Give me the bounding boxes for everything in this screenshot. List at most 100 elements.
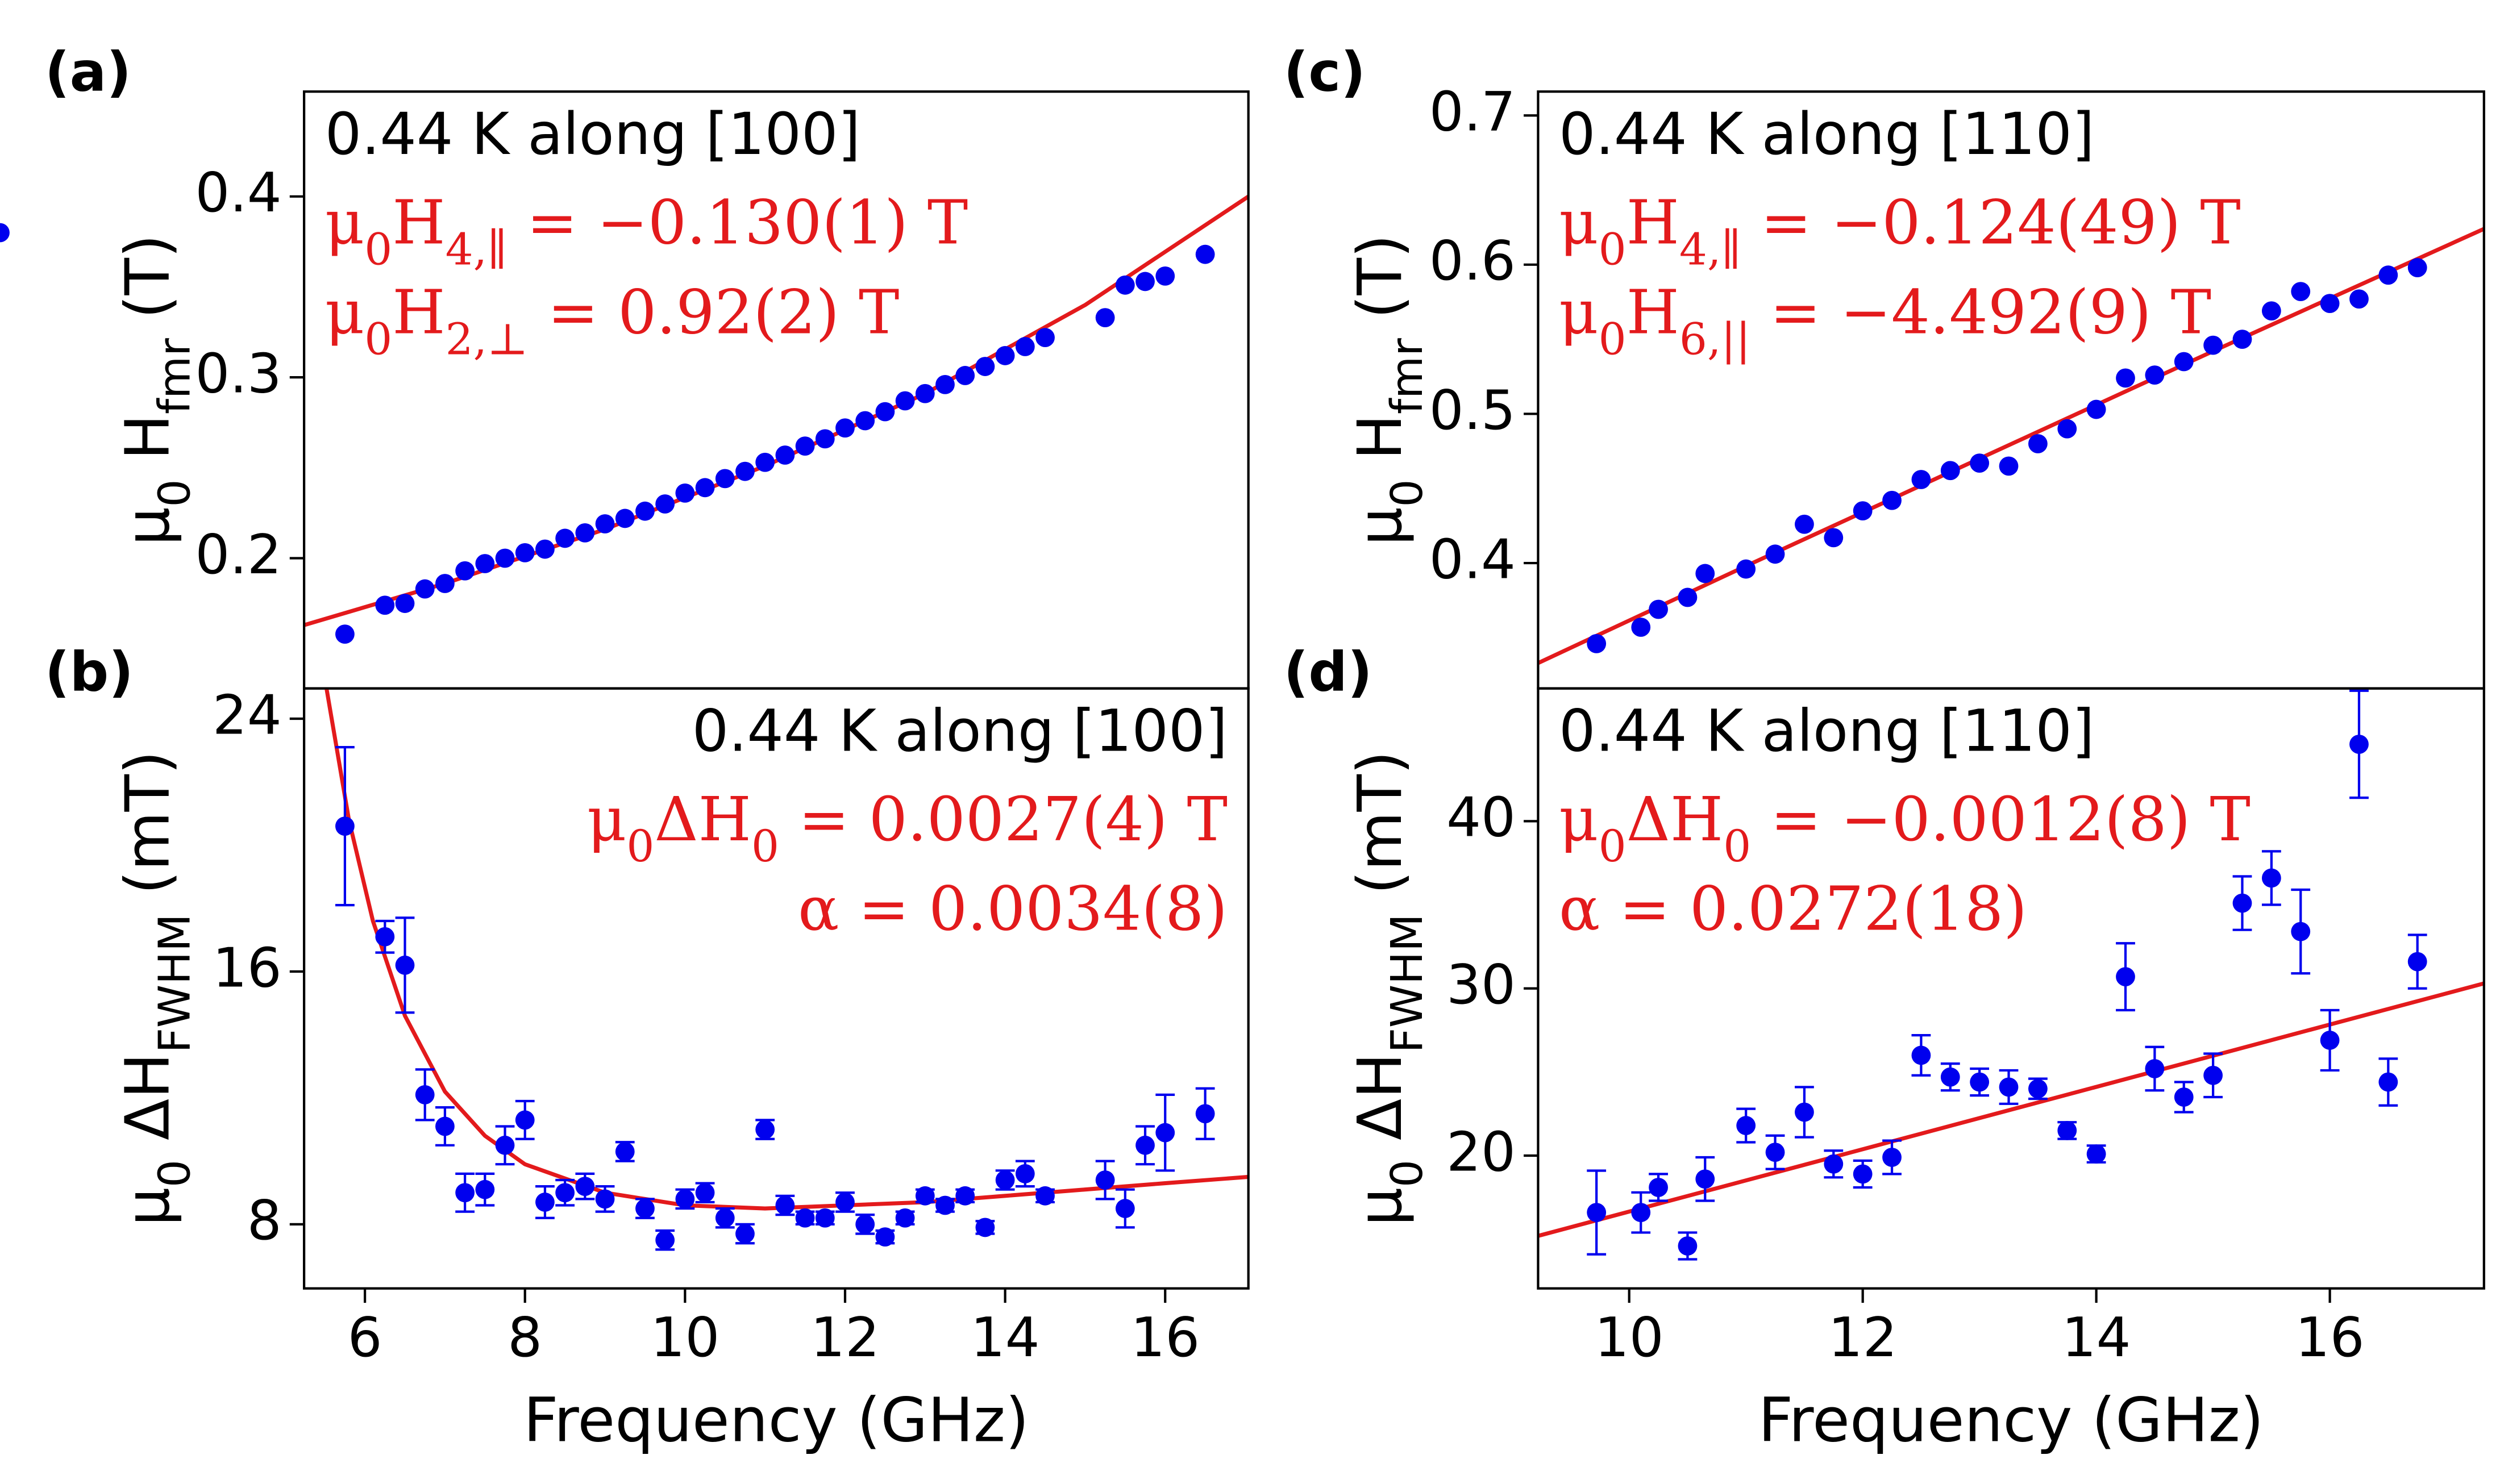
text-part: α = 0.0034(8) — [798, 874, 1228, 945]
text-part: 0.44 K along [110] — [1559, 101, 2094, 168]
data-point — [2174, 352, 2194, 372]
data-point — [1155, 1123, 1175, 1143]
text-part: = −0.0012(8) T — [1751, 785, 2251, 855]
data-point — [1095, 308, 1115, 327]
data-point — [1940, 461, 1960, 481]
data-point — [2116, 967, 2135, 986]
y-axis-label: μ0 ΔHFWHM (mT) — [1345, 751, 1433, 1226]
data-point — [1824, 528, 1844, 548]
data-point — [2378, 265, 2398, 285]
data-point — [1999, 456, 2019, 476]
data-point — [695, 478, 715, 498]
data-point — [675, 1189, 695, 1209]
data-point — [455, 561, 475, 581]
annotation: μ0H6,|| = −4.492(9) T — [1559, 277, 2211, 365]
data-point — [955, 366, 975, 385]
data-point — [1882, 1148, 1902, 1167]
x-axis-label: Frequency (GHz) — [523, 1385, 1029, 1456]
annotation: 0.44 K along [100] — [692, 697, 1228, 764]
data-point — [1911, 470, 1931, 489]
x-axis-label: Frequency (GHz) — [1758, 1385, 2264, 1456]
data-point — [575, 1177, 595, 1197]
data-point — [1015, 337, 1035, 356]
text-part: (mT) — [1345, 751, 1416, 914]
data-point — [1695, 564, 1715, 583]
axes-frame — [302, 687, 1250, 1290]
data-point — [1649, 599, 1668, 619]
x-tick-label: 10 — [650, 1306, 719, 1369]
annotation: 0.44 K along [110] — [1559, 697, 2094, 764]
data-point — [1911, 1045, 1931, 1065]
y-tick-label: 40 — [1446, 786, 1516, 849]
data-point — [875, 1227, 895, 1247]
data-point — [1649, 1178, 1668, 1197]
subscript: 0 — [626, 821, 654, 872]
subscript: 0 — [1599, 314, 1627, 365]
data-point — [415, 1085, 435, 1104]
data-point — [1678, 587, 1698, 607]
annotation: α = 0.0272(18) — [1559, 874, 2027, 945]
data-point — [475, 554, 495, 573]
subscript: 0 — [1599, 224, 1627, 276]
data-point — [2028, 434, 2048, 453]
data-point — [455, 1183, 475, 1203]
subscript: FWHM — [149, 914, 201, 1053]
data-point — [515, 1110, 535, 1130]
data-point — [1765, 1143, 1785, 1162]
data-point — [2320, 294, 2340, 314]
data-point — [395, 594, 415, 613]
subscript: 0 — [1723, 821, 1751, 872]
data-point — [375, 927, 395, 947]
text-part: = 0.0027(4) T — [779, 785, 1228, 855]
data-point — [335, 816, 355, 836]
data-point — [2291, 922, 2311, 941]
y-axis-label: μ0 Hfmr (T) — [1345, 234, 1433, 545]
data-point — [875, 402, 895, 422]
data-point — [1135, 1135, 1155, 1155]
text-part: μ — [113, 507, 184, 546]
data-point — [435, 574, 455, 593]
subscript: 0 — [364, 224, 392, 276]
data-point — [915, 383, 935, 403]
y-tick-label: 0.4 — [1429, 527, 1516, 591]
data-point — [855, 411, 875, 431]
data-point — [1736, 559, 1756, 579]
data-point — [1824, 1154, 1844, 1174]
axes-frame — [1537, 687, 2485, 1290]
text-part: = −4.492(9) T — [1750, 277, 2211, 348]
data-point — [0, 223, 10, 243]
data-point — [655, 494, 675, 514]
text-part: μ — [587, 785, 627, 855]
text-part: = −0.130(1) T — [508, 187, 968, 258]
data-point — [2320, 1031, 2340, 1050]
data-point — [2407, 258, 2427, 277]
data-point — [955, 1186, 975, 1206]
data-point — [655, 1230, 675, 1250]
subscript: 6,|| — [1679, 314, 1750, 365]
x-tick-label: 16 — [2295, 1306, 2365, 1369]
text-part: μ — [1559, 187, 1599, 258]
y-tick-label: 30 — [1446, 953, 1516, 1016]
y-tick-label: 20 — [1446, 1120, 1516, 1183]
subscript: 0 — [1382, 479, 1433, 507]
subscript: 0 — [364, 314, 392, 365]
y-tick-label: 16 — [213, 936, 282, 999]
panel-label: (d) — [1284, 640, 1372, 703]
data-point — [435, 1116, 455, 1136]
data-point — [515, 543, 535, 562]
data-point — [555, 528, 575, 548]
data-point — [2086, 1144, 2106, 1164]
x-tick-label: 8 — [508, 1306, 542, 1369]
y-tick-label: 0.3 — [195, 341, 281, 405]
data-point — [1631, 1203, 1651, 1223]
data-point — [895, 391, 915, 411]
data-point — [755, 452, 775, 472]
data-point — [2232, 330, 2252, 349]
data-point — [735, 1224, 755, 1244]
text-part: = 0.92(2) T — [529, 277, 900, 348]
subscript: 4,∥ — [1679, 224, 1741, 276]
data-point — [975, 1218, 995, 1237]
data-point — [2028, 1079, 2048, 1099]
data-point — [595, 514, 615, 533]
